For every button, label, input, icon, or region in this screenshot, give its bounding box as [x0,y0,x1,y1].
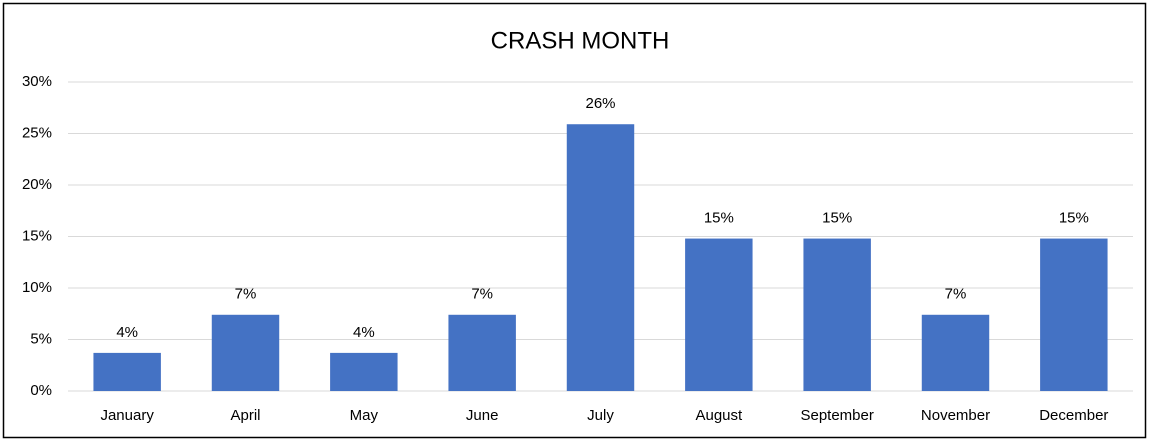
bar [330,352,398,391]
x-tick-label: August [695,407,743,424]
bar [448,314,516,391]
value-label: 15% [1059,210,1089,227]
bar [685,238,753,391]
value-label: 7% [945,286,967,303]
value-label: 7% [471,286,493,303]
value-label: 26% [585,95,615,112]
x-tick-label: November [921,407,990,424]
x-tick-label: January [100,407,154,424]
chart-title: CRASH MONTH [491,27,670,54]
y-tick-label: 0% [30,382,52,399]
y-tick-label: 5% [30,330,52,347]
bar [921,314,990,391]
x-tick-label: July [587,407,614,424]
bar [1040,238,1108,391]
x-tick-label: April [230,407,260,424]
value-label: 4% [353,324,375,341]
x-tick-label: September [800,407,873,424]
bar [803,238,871,391]
y-tick-label: 30% [22,73,52,90]
x-tick-label: December [1039,407,1108,424]
value-label: 7% [235,286,257,303]
y-tick-label: 10% [22,279,52,296]
bar [566,124,635,391]
value-label: 15% [704,210,734,227]
y-tick-label: 25% [22,124,52,141]
bar [93,352,161,391]
bar [211,314,280,391]
value-label: 15% [822,210,852,227]
x-tick-label: May [350,407,379,424]
value-label: 4% [116,324,138,341]
y-tick-label: 20% [22,176,52,193]
y-tick-label: 15% [22,227,52,244]
x-tick-label: June [466,407,499,424]
